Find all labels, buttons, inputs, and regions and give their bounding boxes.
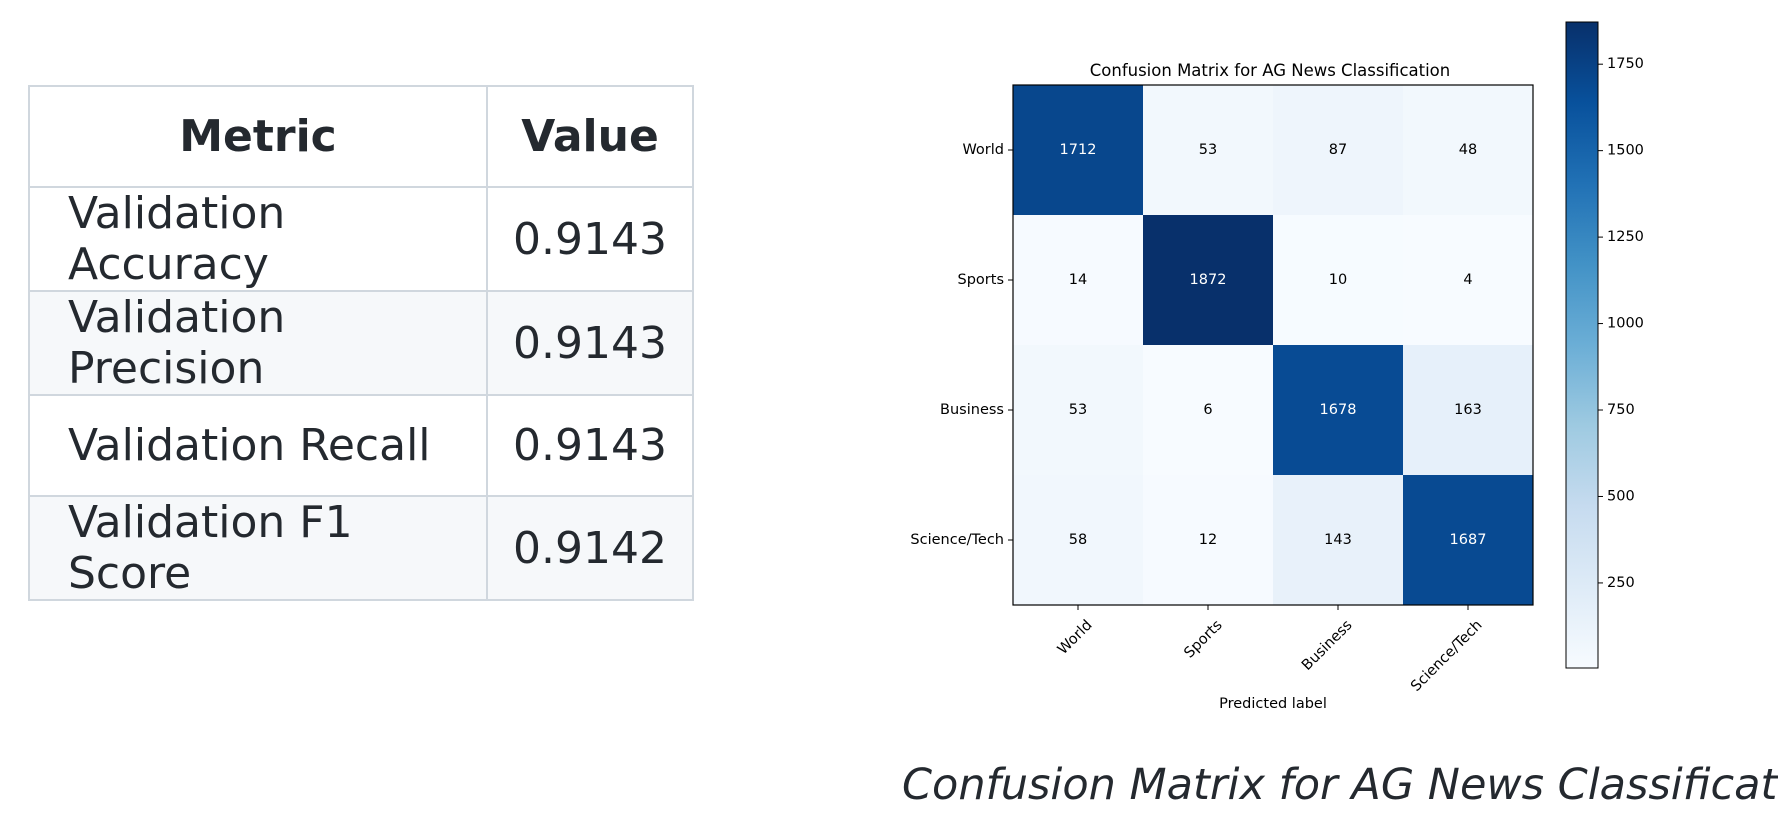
cell-value-labels: 1712 53 87 48 14 1872 10 4 53 6 1678 163 58 12 143 1687 [1060,142,1487,548]
colorbar-ticks: 250 500 750 1000 1250 1500 1750 [1598,56,1644,591]
cell-value-label: 87 [1329,142,1347,158]
cell-value-label: 12 [1199,532,1217,548]
metrics-table: Metric Value Validation Accuracy 0.9143 … [28,85,694,601]
heatmap-cell [1273,215,1404,346]
x-tick-label: Business [1299,617,1356,674]
cell-value-label: 53 [1199,142,1217,158]
y-tick-label: Sports [958,272,1004,288]
x-axis-label: Predicted label [1219,696,1327,712]
heatmap-cell [1013,215,1144,346]
x-tick-label: Sports [1181,617,1225,661]
metric-name-cell: Validation F1 Score [28,495,488,601]
cell-value-label: 53 [1069,402,1087,418]
cell-value-label: 1687 [1450,532,1487,548]
x-axis-ticks: World Sports Business Science/Tech [1055,605,1486,695]
colorbar-tick-label: 750 [1607,402,1635,418]
cell-value-label: 58 [1069,532,1087,548]
heatmap-cells [1013,85,1534,606]
colorbar-tick-label: 250 [1607,575,1635,591]
colorbar-tick-label: 500 [1607,488,1635,504]
table-row: Validation Recall 0.9143 [28,394,694,497]
cell-value-label: 14 [1069,272,1087,288]
metric-value-cell: 0.9142 [486,495,694,601]
metric-name-cell: Validation Recall [28,394,488,497]
heatmap-cell [1403,215,1534,346]
colorbar-tick-label: 1750 [1607,56,1644,72]
cell-value-label: 10 [1329,272,1347,288]
cell-value-label: 4 [1463,272,1472,288]
cell-value-label: 1872 [1190,272,1227,288]
cell-value-label: 48 [1459,142,1477,158]
cell-value-label: 1712 [1060,142,1097,158]
heatmap-cell [1013,85,1144,216]
colorbar-tick-label: 1500 [1607,143,1644,159]
y-tick-label: World [962,142,1004,158]
y-tick-label: Business [940,402,1004,418]
colorbar-tick-label: 1250 [1607,229,1644,245]
heatmap-cell [1403,475,1534,606]
heatmap-cell [1013,475,1144,606]
heatmap-cell [1273,475,1404,606]
heatmap-cell [1143,475,1274,606]
y-axis-ticks: World Sports Business Science/Tech [910,142,1013,548]
heatmap-cell [1143,215,1274,346]
confusion-matrix-chart: Confusion Matrix for AG News Classificat… [910,21,1644,712]
metric-name-cell: Validation Precision [28,290,488,396]
heatmap-cell [1273,345,1404,476]
cell-value-label: 143 [1324,532,1352,548]
cell-value-label: 1678 [1320,402,1357,418]
figure-caption: Confusion Matrix for AG News Classificat… [902,760,1778,810]
heatmap-cell [1403,345,1534,476]
heatmap-cell [1403,85,1534,216]
table-row: Validation Precision 0.9143 [28,290,694,396]
x-tick-label: Science/Tech [1408,617,1485,694]
metric-name-cell: Validation Accuracy [28,186,488,292]
heatmap-cell [1143,345,1274,476]
y-tick-label: Science/Tech [910,532,1004,548]
metric-value-cell: 0.9143 [486,186,694,292]
metric-value-cell: 0.9143 [486,394,694,497]
table-header-row: Metric Value [28,85,694,188]
table-row: Validation Accuracy 0.9143 [28,186,694,292]
value-column-header: Value [486,85,694,188]
table-row: Validation F1 Score 0.9142 [28,495,694,601]
heatmap-cell [1143,85,1274,216]
metric-value-cell: 0.9143 [486,290,694,396]
heatmap-cell [1273,85,1404,216]
chart-title: Confusion Matrix for AG News Classificat… [1090,61,1450,80]
plot-frame [1012,84,1534,606]
heatmap-cell [1013,345,1144,476]
cell-value-label: 163 [1454,402,1482,418]
metric-column-header: Metric [28,85,488,188]
cell-value-label: 6 [1203,402,1212,418]
colorbar-tick-label: 1000 [1607,316,1644,332]
x-tick-label: World [1055,617,1096,658]
colorbar [1565,21,1599,669]
